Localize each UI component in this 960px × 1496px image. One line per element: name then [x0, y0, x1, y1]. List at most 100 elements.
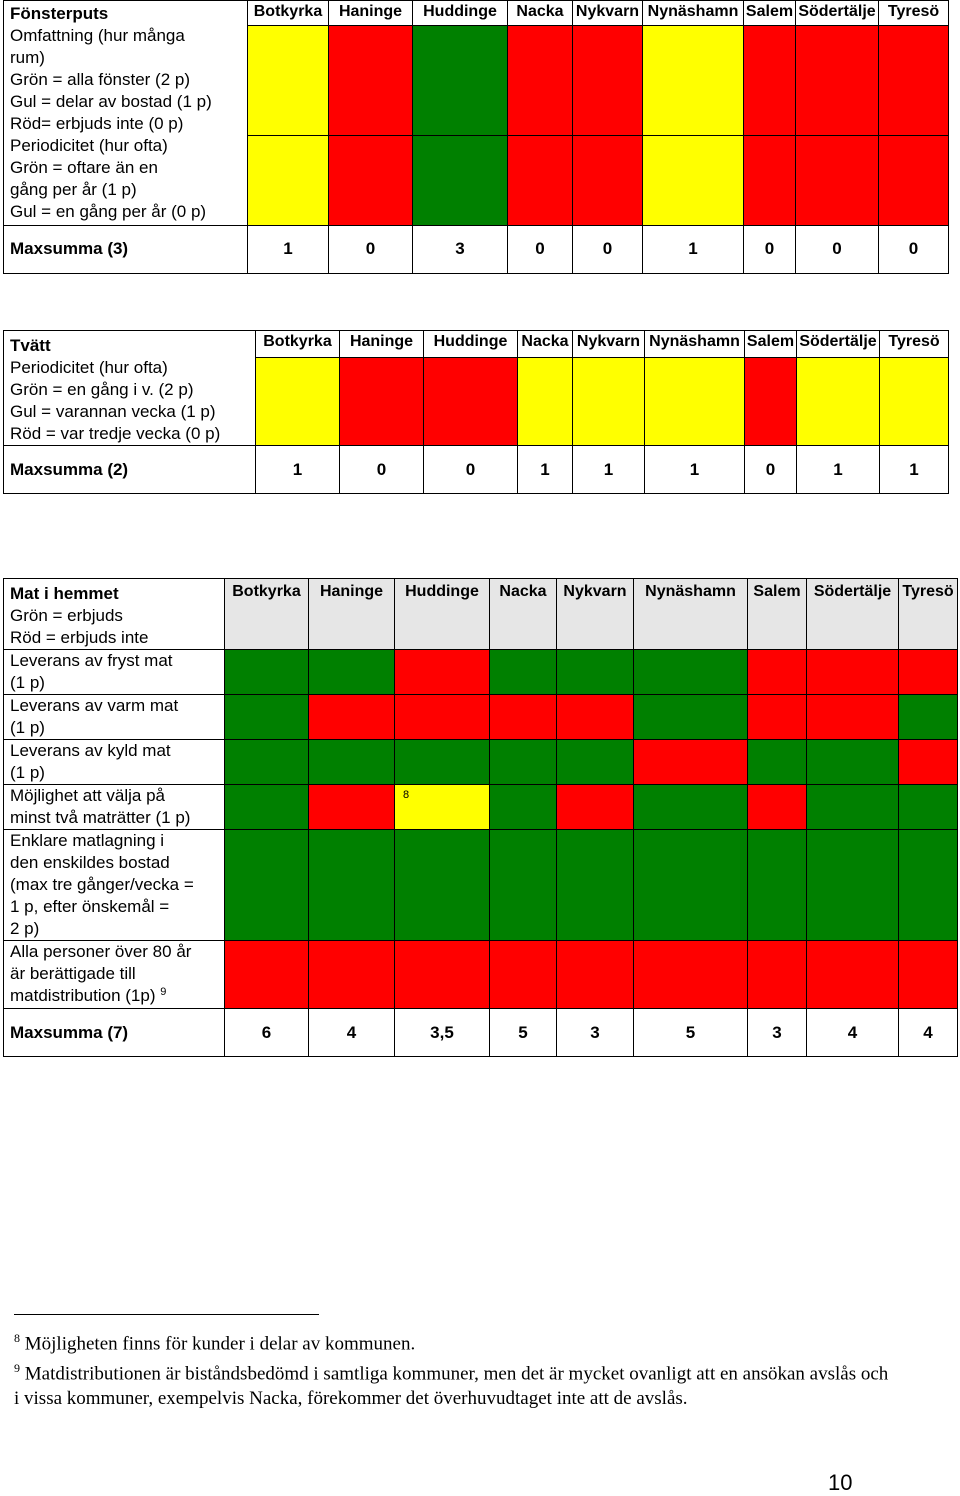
status-cell: [394, 829, 490, 941]
status-cell: [489, 649, 557, 695]
tv-header-0: Botkyrka: [255, 330, 340, 358]
mat-row-line: är berättigade till: [10, 964, 136, 983]
status-cell: [806, 829, 899, 941]
status-cell: [747, 649, 807, 695]
fp-sum-row: Maxsumma (3) 1 0 3 0 0 1 0 0 0: [3, 224, 949, 274]
fp-header-4: Nykvarn: [572, 0, 643, 26]
mat-sum-5: 5: [633, 1008, 748, 1057]
status-cell: [224, 694, 309, 740]
mat-table: Mat i hemmet Grön = erbjuds Röd = erbjud…: [3, 578, 958, 1057]
tv-row-periodicitet: Periodicitet (hur ofta) Grön = en gång i…: [3, 356, 949, 446]
fp-row1-line: Grön = alla fönster (2 p): [10, 70, 191, 89]
footnote-9: 9 Matdistributionen är biståndsbedömd i …: [14, 1356, 894, 1410]
fp-sum-8: 0: [878, 224, 949, 274]
mat-row-label: Leverans av fryst mat (1 p): [3, 649, 225, 695]
tv-sum-2: 0: [423, 445, 518, 494]
status-cell: [898, 784, 958, 830]
status-cell: [743, 134, 796, 226]
tv-header-6: Salem: [744, 330, 797, 358]
status-cell: [255, 356, 340, 446]
fp-header-3: Nacka: [507, 0, 573, 26]
status-cell: [795, 134, 879, 226]
status-cell: [517, 356, 573, 446]
mat-row-label: Alla personer över 80 år är berättigade …: [3, 940, 225, 1009]
mat-sum-1: 4: [308, 1008, 395, 1057]
mat-row: Enklare matlagning i den enskildes bosta…: [3, 829, 958, 941]
mat-sum-4: 3: [556, 1008, 634, 1057]
fp-row2-line: gång per år (1 p): [10, 180, 137, 199]
fp-row1-label: Omfattning (hur många rum) Grön = alla f…: [3, 25, 248, 135]
status-cell: [642, 134, 744, 226]
fp-row2-line: Grön = oftare än en: [10, 158, 158, 177]
status-cell: [308, 784, 395, 830]
status-cell: [806, 694, 899, 740]
mat-header-4: Nykvarn: [556, 578, 634, 650]
status-cell: [394, 940, 490, 1009]
status-cell: [878, 134, 949, 226]
fp-sum-label: Maxsumma (3): [3, 224, 248, 274]
fp-sum-7: 0: [795, 224, 879, 274]
status-cell: [879, 356, 949, 446]
tv-sum-8: 1: [879, 445, 949, 494]
status-cell: [572, 134, 643, 226]
footnote-8: 8 Möjligheten finns för kunder i delar a…: [14, 1326, 894, 1356]
mat-header-2: Huddinge: [394, 578, 490, 650]
status-cell: [806, 649, 899, 695]
status-cell: [224, 784, 309, 830]
status-cell: [572, 356, 645, 446]
tv-header-3: Nacka: [517, 330, 573, 358]
mat-row-line: 2 p): [10, 919, 40, 938]
mat-title-cell: Mat i hemmet Grön = erbjuds Röd = erbjud…: [3, 578, 225, 650]
status-cell: [556, 940, 634, 1009]
status-cell: [898, 649, 958, 695]
footnote-divider: [14, 1314, 319, 1315]
mat-row: Leverans av fryst mat (1 p): [3, 649, 958, 695]
fp-header-8: Tyresö: [878, 0, 949, 26]
cell-footnote-marker: 8: [403, 789, 410, 801]
status-cell: [394, 649, 490, 695]
fonsterputs-title: Fönsterputs: [3, 0, 248, 25]
mat-row: Leverans av varm mat (1 p): [3, 694, 958, 740]
status-cell: [806, 739, 899, 785]
tv-sum-6: 0: [744, 445, 797, 494]
status-cell: [806, 784, 899, 830]
mat-sum-6: 3: [747, 1008, 807, 1057]
status-cell: [556, 694, 634, 740]
status-cell: [878, 24, 949, 136]
status-cell: [572, 24, 643, 136]
status-cell: [489, 739, 557, 785]
status-cell: [633, 649, 748, 695]
status-cell: [507, 134, 573, 226]
status-cell: [247, 24, 329, 136]
mat-row: Alla personer över 80 år är berättigade …: [3, 940, 958, 1009]
mat-row: Möjlighet att välja på minst två maträtt…: [3, 784, 958, 830]
fp-sum-5: 1: [642, 224, 744, 274]
status-cell: [796, 356, 880, 446]
status-cell: [308, 829, 395, 941]
fp-sum-4: 0: [572, 224, 643, 274]
mat-header-8: Tyresö: [898, 578, 958, 650]
status-cell: [394, 739, 490, 785]
fp-sum-0: 1: [247, 224, 329, 274]
tv-sum-row: Maxsumma (2) 1 0 0 1 1 1 0 1 1: [3, 445, 949, 494]
status-cell: [744, 356, 797, 446]
mat-row-line: den enskildes bostad: [10, 853, 170, 872]
status-cell: [339, 356, 424, 446]
fp-sum-2: 3: [412, 224, 508, 274]
mat-legend-line: Grön = erbjuds: [10, 606, 123, 625]
mat-row-line: Leverans av varm mat: [10, 696, 179, 715]
footnote-text: Möjligheten finns för kunder i delar av …: [24, 1333, 416, 1355]
mat-header-1: Haninge: [308, 578, 395, 650]
fp-sum-6: 0: [743, 224, 796, 274]
status-cell: [898, 694, 958, 740]
status-cell: [556, 739, 634, 785]
mat-row-line: Enklare matlagning i: [10, 831, 165, 850]
status-cell: [747, 940, 807, 1009]
status-cell: [633, 829, 748, 941]
status-cell: [224, 649, 309, 695]
mat-row-label: Enklare matlagning i den enskildes bosta…: [3, 829, 225, 941]
footnotes: 8 Möjligheten finns för kunder i delar a…: [14, 1326, 894, 1411]
mat-row-line-text: matdistribution (1p): [10, 986, 156, 1005]
mat-row-line: matdistribution (1p) 9: [10, 985, 224, 1007]
mat-row-line: 1 p, efter önskemål =: [10, 897, 170, 916]
